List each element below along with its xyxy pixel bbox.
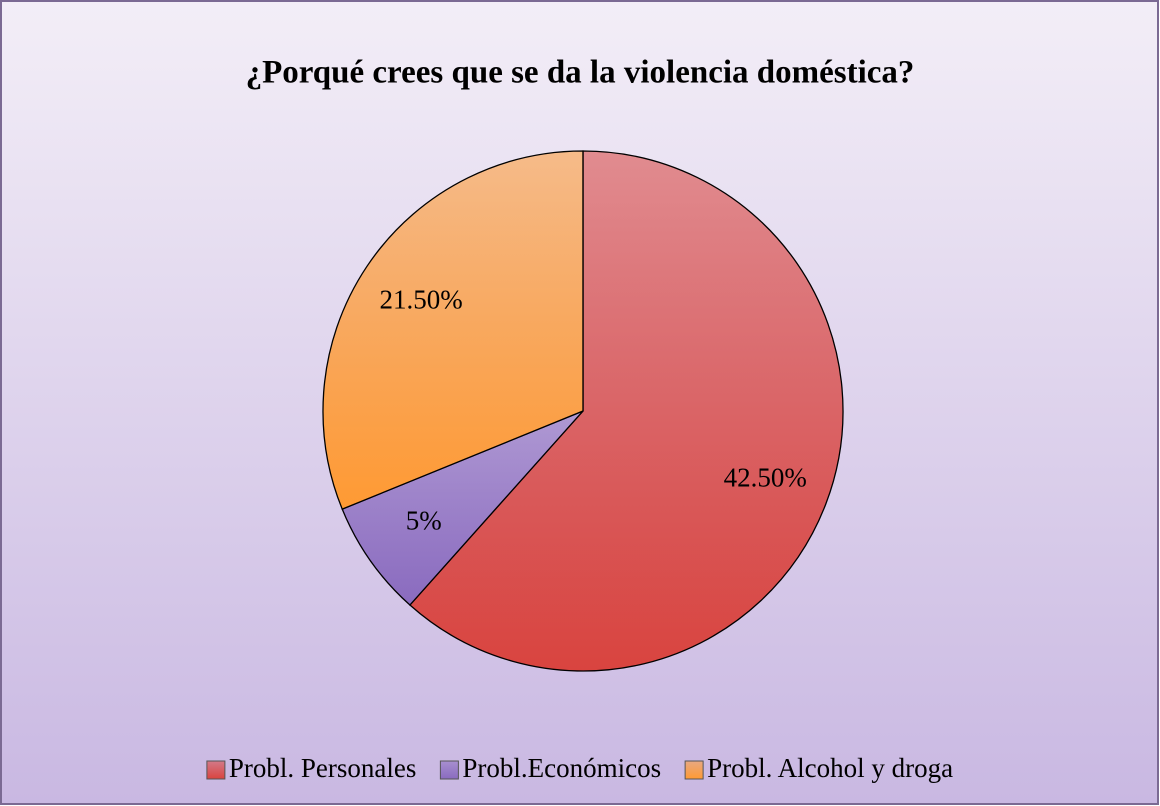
pie-slice <box>322 150 584 510</box>
legend-label: Probl.Económicos <box>462 753 661 783</box>
pie-slice <box>408 150 844 672</box>
legend-swatch <box>684 760 704 780</box>
data-label: 21.50% <box>380 284 463 314</box>
data-label: 42.50% <box>724 463 807 493</box>
legend-label: Probl. Alcohol y droga <box>707 753 953 783</box>
pie-slice <box>341 410 584 606</box>
legend-swatch <box>439 760 459 780</box>
legend-label: Probl. Personales <box>229 753 416 783</box>
data-label: 5% <box>406 506 442 536</box>
legend-swatch <box>206 760 226 780</box>
chart-title: ¿Porqué crees que se da la violencia dom… <box>246 55 915 91</box>
